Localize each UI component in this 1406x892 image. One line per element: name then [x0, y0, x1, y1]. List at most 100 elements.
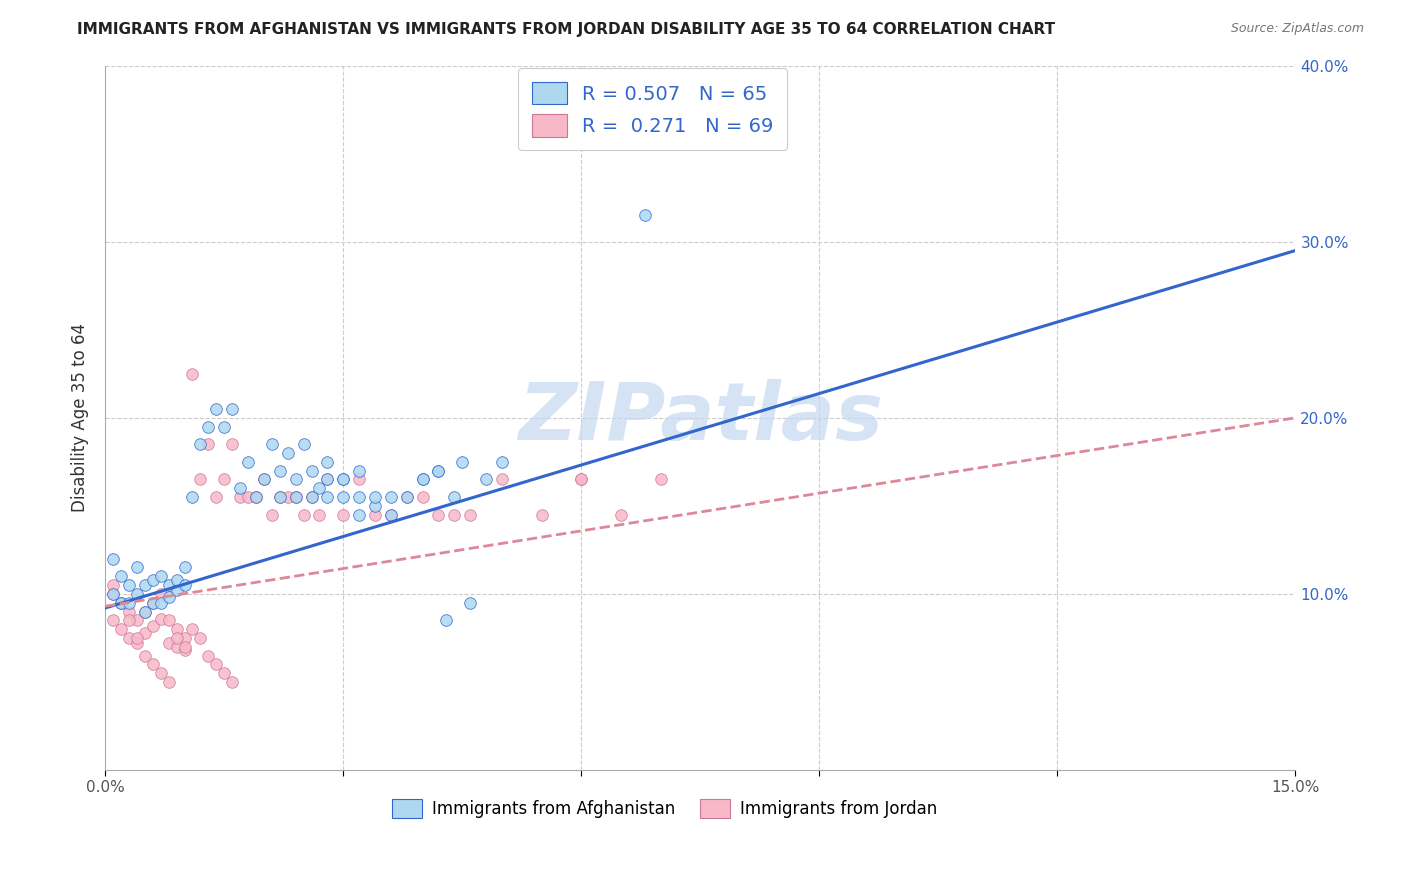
Point — [197, 419, 219, 434]
Point — [236, 455, 259, 469]
Point — [436, 613, 458, 627]
Point — [166, 573, 188, 587]
Point — [173, 643, 195, 657]
Y-axis label: Disability Age 35 to 64: Disability Age 35 to 64 — [72, 323, 89, 512]
Point — [253, 472, 276, 486]
Point — [316, 490, 339, 504]
Point — [364, 490, 387, 504]
Point — [491, 472, 513, 486]
Point — [284, 490, 307, 504]
Point — [364, 508, 387, 522]
Point — [412, 472, 434, 486]
Point — [395, 490, 418, 504]
Point — [166, 583, 188, 598]
Point — [458, 508, 481, 522]
Point — [173, 631, 195, 645]
Point — [157, 578, 180, 592]
Point — [190, 631, 212, 645]
Point — [142, 596, 165, 610]
Point — [101, 551, 124, 566]
Point — [157, 675, 180, 690]
Point — [332, 472, 354, 486]
Point — [173, 578, 195, 592]
Point — [110, 569, 132, 583]
Point — [332, 472, 354, 486]
Point — [166, 640, 188, 654]
Point — [118, 578, 141, 592]
Point — [181, 490, 204, 504]
Point — [569, 472, 592, 486]
Point — [236, 490, 259, 504]
Point — [301, 464, 323, 478]
Point — [110, 596, 132, 610]
Point — [173, 560, 195, 574]
Point — [149, 596, 172, 610]
Point — [110, 596, 132, 610]
Point — [650, 472, 672, 486]
Point — [443, 490, 465, 504]
Point — [260, 508, 283, 522]
Point — [142, 596, 165, 610]
Point — [277, 490, 299, 504]
Point — [181, 367, 204, 381]
Point — [205, 402, 228, 417]
Point — [332, 508, 354, 522]
Point — [347, 472, 370, 486]
Point — [229, 490, 252, 504]
Point — [101, 613, 124, 627]
Point — [347, 464, 370, 478]
Point — [347, 508, 370, 522]
Text: ZIPatlas: ZIPatlas — [517, 379, 883, 457]
Point — [157, 591, 180, 605]
Point — [149, 611, 172, 625]
Point — [101, 587, 124, 601]
Point — [427, 508, 450, 522]
Point — [134, 578, 156, 592]
Point — [380, 508, 402, 522]
Point — [253, 472, 276, 486]
Point — [412, 490, 434, 504]
Point — [101, 578, 124, 592]
Point — [142, 618, 165, 632]
Point — [190, 437, 212, 451]
Point — [284, 490, 307, 504]
Point — [142, 657, 165, 672]
Point — [212, 472, 235, 486]
Point — [166, 631, 188, 645]
Point — [110, 596, 132, 610]
Point — [125, 613, 148, 627]
Point — [260, 437, 283, 451]
Point — [125, 560, 148, 574]
Point — [125, 636, 148, 650]
Point — [181, 622, 204, 636]
Point — [475, 472, 498, 486]
Point — [427, 464, 450, 478]
Point — [118, 631, 141, 645]
Point — [197, 648, 219, 663]
Point — [308, 508, 330, 522]
Point — [149, 587, 172, 601]
Point — [205, 490, 228, 504]
Point — [443, 508, 465, 522]
Point — [221, 402, 243, 417]
Point — [212, 419, 235, 434]
Point — [134, 605, 156, 619]
Text: IMMIGRANTS FROM AFGHANISTAN VS IMMIGRANTS FROM JORDAN DISABILITY AGE 35 TO 64 CO: IMMIGRANTS FROM AFGHANISTAN VS IMMIGRANT… — [77, 22, 1056, 37]
Point — [316, 472, 339, 486]
Point — [451, 455, 474, 469]
Point — [118, 605, 141, 619]
Point — [458, 596, 481, 610]
Point — [166, 622, 188, 636]
Point — [292, 437, 315, 451]
Point — [205, 657, 228, 672]
Point — [197, 437, 219, 451]
Point — [269, 490, 291, 504]
Point — [380, 490, 402, 504]
Point — [380, 508, 402, 522]
Point — [301, 490, 323, 504]
Point — [245, 490, 267, 504]
Point — [610, 508, 633, 522]
Point — [134, 625, 156, 640]
Point — [277, 446, 299, 460]
Point — [269, 490, 291, 504]
